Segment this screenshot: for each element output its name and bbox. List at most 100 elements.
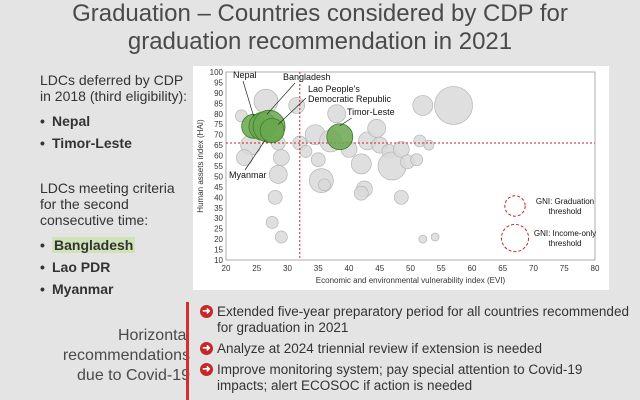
bullet-icon: • [40, 259, 45, 275]
country-bubble [327, 104, 347, 124]
bullet-icon: • [40, 135, 45, 151]
country-item-lao-pdr: • Lao PDR [40, 256, 192, 278]
y-tick-label: 10 [214, 256, 223, 265]
y-tick-label: 20 [214, 235, 223, 244]
x-tick-label: 40 [345, 264, 354, 273]
label-leader-line [266, 82, 296, 115]
x-tick-label: 65 [498, 264, 507, 273]
chart-axes: 20 25 30 35 40 45 50 55 60 65 70 75 8010152025303540… [196, 68, 600, 285]
y-tick-label: 30 [214, 214, 223, 223]
x-tick-label: 75 [560, 264, 569, 273]
arrow-icon: ➜ [200, 305, 213, 318]
horizontal-recommendations-label: Horizontal recommendations due to Covid-… [62, 327, 190, 384]
recommendation-text: Improve monitoring system; pay special a… [217, 362, 583, 393]
country-bubble [253, 88, 279, 114]
recommendations-list: ➜ Extended five-year preparatory period f… [200, 304, 630, 399]
country-bubble [272, 149, 290, 166]
bullet-icon: • [40, 237, 45, 253]
label-lao-line-2: Democratic Republic [308, 94, 392, 104]
x-tick-label: 50 [406, 264, 415, 273]
x-tick-label: 80 [591, 264, 600, 273]
highlighted-bubbles [241, 109, 354, 151]
label-leader-line [244, 140, 266, 171]
y-tick-label: 15 [214, 246, 223, 255]
arrow-icon: ➜ [200, 342, 213, 355]
threshold-lines [226, 72, 595, 260]
country-label: Myanmar [52, 281, 114, 297]
country-bubble [267, 189, 283, 205]
label-lao-line-1: Lao People’s [308, 84, 360, 94]
y-tick-label: 55 [214, 162, 223, 171]
legend-label-line-1: GNI: Graduation [536, 197, 594, 206]
recommendation-item: ➜ Analyze at 2024 triennial review if ext… [200, 341, 630, 357]
plot-frame [225, 71, 596, 261]
country-bubble [299, 145, 313, 158]
country-label: Lao PDR [52, 259, 111, 275]
y-tick-label: 60 [214, 152, 223, 161]
deferred-section: LDCs deferred by CDP in 2018 (third elig… [40, 72, 192, 154]
y-tick-label: 90 [214, 89, 223, 98]
bullet-icon: • [40, 281, 45, 297]
x-tick-label: 55 [437, 264, 446, 273]
x-axis-label: Economic and environmental vulnerability… [316, 276, 506, 285]
y-tick-label: 50 [214, 172, 223, 181]
country-label-highlighted: Bangladesh [52, 237, 136, 253]
country-bubble [410, 153, 423, 167]
country-bubble [412, 95, 434, 116]
recommendation-text: Extended five-year preparatory period fo… [217, 304, 629, 335]
title-line-1: Graduation – Countries considered by CDP… [72, 0, 568, 27]
y-tick-label: 100 [210, 68, 224, 77]
legend-label-line-2: threshold [549, 239, 582, 248]
x-tick-label: 30 [283, 264, 292, 273]
x-tick-label: 25 [252, 264, 261, 273]
highlighted-country-bubble [326, 123, 354, 151]
label-timor-leste: Timor-Leste [347, 107, 395, 117]
country-bubble [236, 149, 253, 166]
legend-label-line-1: GNI: Income-only [534, 229, 596, 238]
recommendation-text: Analyze at 2024 triennial review if exte… [217, 341, 542, 356]
section-divider-bar [186, 302, 189, 400]
slide-title: Graduation – Countries considered by CDP… [0, 0, 640, 56]
label-nepal: Nepal [233, 70, 257, 80]
country-label: Nepal [52, 113, 91, 129]
country-bubble [430, 232, 440, 242]
country-item-myanmar: • Myanmar [40, 278, 192, 300]
country-bubble [423, 139, 435, 151]
y-tick-label: 25 [214, 225, 223, 234]
country-bubble [268, 165, 288, 184]
x-tick-label: 70 [529, 264, 538, 273]
country-bubble [367, 119, 387, 138]
highlighted-country-bubble [259, 118, 285, 143]
label-leader-line [242, 80, 255, 117]
country-bubble [418, 234, 428, 244]
meeting-heading: LDCs meeting criteria for the second con… [40, 180, 175, 228]
y-tick-label: 85 [214, 99, 223, 108]
y-tick-label: 80 [214, 110, 223, 119]
arrow-icon: ➜ [200, 363, 213, 376]
recommendation-item: ➜ Improve monitoring system; pay special … [200, 362, 630, 394]
y-tick-label: 95 [214, 78, 223, 87]
chart-svg: 20 25 30 35 40 45 50 55 60 65 70 75 8010152025303540… [196, 68, 600, 285]
country-bubble [393, 189, 409, 205]
label-myanmar: Myanmar [229, 170, 267, 180]
country-bubble [353, 185, 369, 201]
country-bubble [318, 178, 331, 192]
country-bubble [350, 153, 372, 175]
scatter-chart: 20 25 30 35 40 45 50 55 60 65 70 75 80 10 15 20 25 30 35 40… [193, 66, 609, 290]
x-tick-label: 45 [375, 264, 384, 273]
meeting-section: LDCs meeting criteria for the second con… [40, 180, 192, 300]
label-leader-line [339, 117, 352, 127]
country-item-timor-leste: • Timor-Leste [40, 132, 192, 154]
y-tick-label: 40 [214, 193, 223, 202]
country-item-nepal: • Nepal [40, 110, 192, 132]
label-bangladesh: Bangladesh [283, 72, 331, 82]
x-tick-label: 35 [314, 264, 323, 273]
country-bubble [434, 86, 473, 125]
country-bubble [274, 230, 288, 244]
y-tick-label: 75 [214, 120, 223, 129]
country-item-bangladesh: • Bangladesh [40, 234, 192, 256]
legend-gni-circle [500, 223, 530, 253]
legend-label-line-2: threshold [549, 207, 582, 216]
y-axis-label: Human assets index (HAI) [196, 119, 205, 213]
